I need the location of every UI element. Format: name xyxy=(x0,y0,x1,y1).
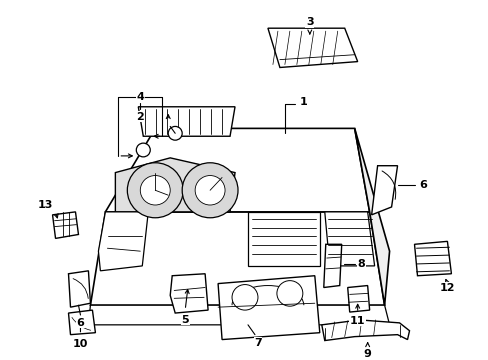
Text: 2: 2 xyxy=(136,112,144,122)
Polygon shape xyxy=(371,166,397,215)
Text: 13: 13 xyxy=(38,200,53,210)
Polygon shape xyxy=(105,129,369,212)
Polygon shape xyxy=(321,320,408,341)
Polygon shape xyxy=(323,244,341,288)
Polygon shape xyxy=(354,129,389,305)
Polygon shape xyxy=(324,212,374,266)
Polygon shape xyxy=(68,271,90,307)
Polygon shape xyxy=(347,285,369,312)
Polygon shape xyxy=(98,212,148,271)
Circle shape xyxy=(127,163,183,218)
Polygon shape xyxy=(68,310,95,335)
Circle shape xyxy=(136,143,150,157)
Polygon shape xyxy=(90,212,384,305)
Text: 1: 1 xyxy=(299,97,307,107)
Polygon shape xyxy=(218,276,319,339)
Polygon shape xyxy=(414,241,450,276)
Circle shape xyxy=(182,163,238,218)
Polygon shape xyxy=(170,274,208,313)
Polygon shape xyxy=(247,212,319,266)
Text: 11: 11 xyxy=(349,316,365,326)
Text: 7: 7 xyxy=(254,338,261,347)
Circle shape xyxy=(276,281,302,306)
Text: 12: 12 xyxy=(439,283,454,293)
Circle shape xyxy=(195,176,224,205)
Circle shape xyxy=(232,284,258,310)
Polygon shape xyxy=(88,305,389,325)
Text: 5: 5 xyxy=(181,315,188,325)
Circle shape xyxy=(140,176,170,205)
Text: 9: 9 xyxy=(363,349,371,359)
Text: 3: 3 xyxy=(305,17,313,27)
Text: 4: 4 xyxy=(136,92,144,102)
Text: 10: 10 xyxy=(73,339,88,350)
Polygon shape xyxy=(138,107,235,136)
Text: 8: 8 xyxy=(357,259,365,269)
Polygon shape xyxy=(267,28,357,67)
Text: 6: 6 xyxy=(77,318,84,328)
Circle shape xyxy=(168,126,182,140)
Polygon shape xyxy=(52,212,78,238)
Text: 6: 6 xyxy=(419,180,427,190)
Polygon shape xyxy=(115,158,235,212)
